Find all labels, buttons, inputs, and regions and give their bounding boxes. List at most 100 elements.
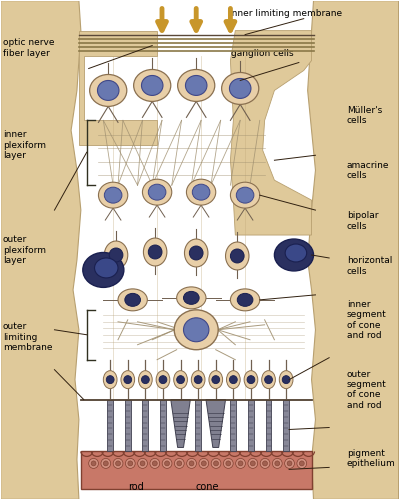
Ellipse shape: [177, 70, 215, 102]
Ellipse shape: [265, 376, 272, 384]
Ellipse shape: [285, 244, 306, 262]
Circle shape: [103, 461, 108, 466]
Bar: [142, 400, 148, 452]
Circle shape: [116, 461, 120, 466]
Ellipse shape: [148, 245, 162, 259]
Circle shape: [125, 458, 135, 468]
Circle shape: [164, 461, 169, 466]
Ellipse shape: [138, 370, 152, 388]
Text: inner
plexiform
layer: inner plexiform layer: [3, 130, 46, 160]
Circle shape: [214, 461, 219, 466]
Polygon shape: [79, 30, 157, 146]
Ellipse shape: [109, 248, 123, 262]
Ellipse shape: [177, 287, 206, 309]
Ellipse shape: [125, 294, 140, 306]
Bar: [248, 400, 254, 452]
Text: cone: cone: [196, 482, 219, 492]
Text: outer
limiting
membrane: outer limiting membrane: [3, 322, 52, 352]
Ellipse shape: [222, 72, 259, 104]
Ellipse shape: [192, 184, 210, 200]
Circle shape: [138, 458, 147, 468]
Ellipse shape: [98, 182, 128, 208]
Circle shape: [91, 461, 96, 466]
Circle shape: [275, 461, 280, 466]
Ellipse shape: [174, 310, 218, 350]
Ellipse shape: [230, 376, 237, 384]
Circle shape: [113, 458, 123, 468]
Ellipse shape: [244, 370, 258, 388]
Circle shape: [287, 461, 292, 466]
Text: horizontal
cells: horizontal cells: [347, 256, 392, 276]
Circle shape: [187, 458, 197, 468]
Ellipse shape: [184, 318, 209, 342]
Ellipse shape: [90, 74, 127, 106]
Circle shape: [226, 461, 231, 466]
Ellipse shape: [103, 370, 117, 388]
Circle shape: [260, 458, 270, 468]
Ellipse shape: [274, 239, 313, 271]
Text: rod: rod: [128, 482, 144, 492]
Bar: [283, 400, 289, 452]
Text: outer
plexiform
layer: outer plexiform layer: [3, 235, 46, 265]
Ellipse shape: [186, 76, 207, 96]
Ellipse shape: [106, 376, 114, 384]
Text: inner limiting membrane: inner limiting membrane: [230, 8, 343, 18]
Ellipse shape: [212, 376, 220, 384]
Ellipse shape: [174, 370, 187, 388]
Ellipse shape: [104, 241, 128, 269]
Circle shape: [150, 458, 160, 468]
Ellipse shape: [156, 370, 170, 388]
Ellipse shape: [194, 376, 202, 384]
Ellipse shape: [97, 80, 119, 100]
Circle shape: [250, 461, 255, 466]
Text: ganglion cells: ganglion cells: [232, 48, 294, 58]
Ellipse shape: [94, 258, 118, 278]
Ellipse shape: [230, 249, 244, 263]
Bar: [81, 452, 311, 490]
Ellipse shape: [237, 294, 253, 306]
Ellipse shape: [230, 289, 260, 311]
Text: inner
segment
of cone
and rod: inner segment of cone and rod: [347, 300, 387, 340]
Circle shape: [223, 458, 233, 468]
Ellipse shape: [209, 370, 223, 388]
Bar: [107, 400, 113, 452]
Ellipse shape: [279, 370, 293, 388]
Ellipse shape: [142, 179, 172, 205]
Ellipse shape: [186, 179, 216, 205]
Bar: [160, 400, 166, 452]
Bar: [125, 400, 131, 452]
Ellipse shape: [142, 76, 163, 96]
Circle shape: [199, 458, 209, 468]
Ellipse shape: [159, 376, 167, 384]
Polygon shape: [230, 30, 311, 235]
Text: bipolar
cells: bipolar cells: [347, 212, 379, 231]
Circle shape: [140, 461, 145, 466]
Ellipse shape: [83, 252, 124, 288]
Circle shape: [89, 458, 98, 468]
Ellipse shape: [184, 292, 199, 304]
Ellipse shape: [225, 242, 249, 270]
Ellipse shape: [184, 239, 208, 267]
Polygon shape: [206, 400, 225, 448]
Circle shape: [272, 458, 282, 468]
Circle shape: [152, 461, 157, 466]
Ellipse shape: [177, 376, 184, 384]
Ellipse shape: [124, 376, 132, 384]
Circle shape: [211, 458, 221, 468]
Ellipse shape: [148, 184, 166, 200]
Ellipse shape: [230, 182, 260, 208]
Ellipse shape: [142, 376, 149, 384]
Ellipse shape: [133, 70, 171, 102]
Bar: [230, 400, 236, 452]
Polygon shape: [1, 0, 81, 500]
Circle shape: [248, 458, 258, 468]
Ellipse shape: [236, 187, 254, 203]
Bar: [195, 400, 201, 452]
Polygon shape: [308, 0, 398, 500]
Circle shape: [238, 461, 243, 466]
Ellipse shape: [230, 78, 251, 98]
Circle shape: [299, 461, 304, 466]
Polygon shape: [171, 400, 190, 448]
Circle shape: [128, 461, 133, 466]
Ellipse shape: [189, 246, 203, 260]
